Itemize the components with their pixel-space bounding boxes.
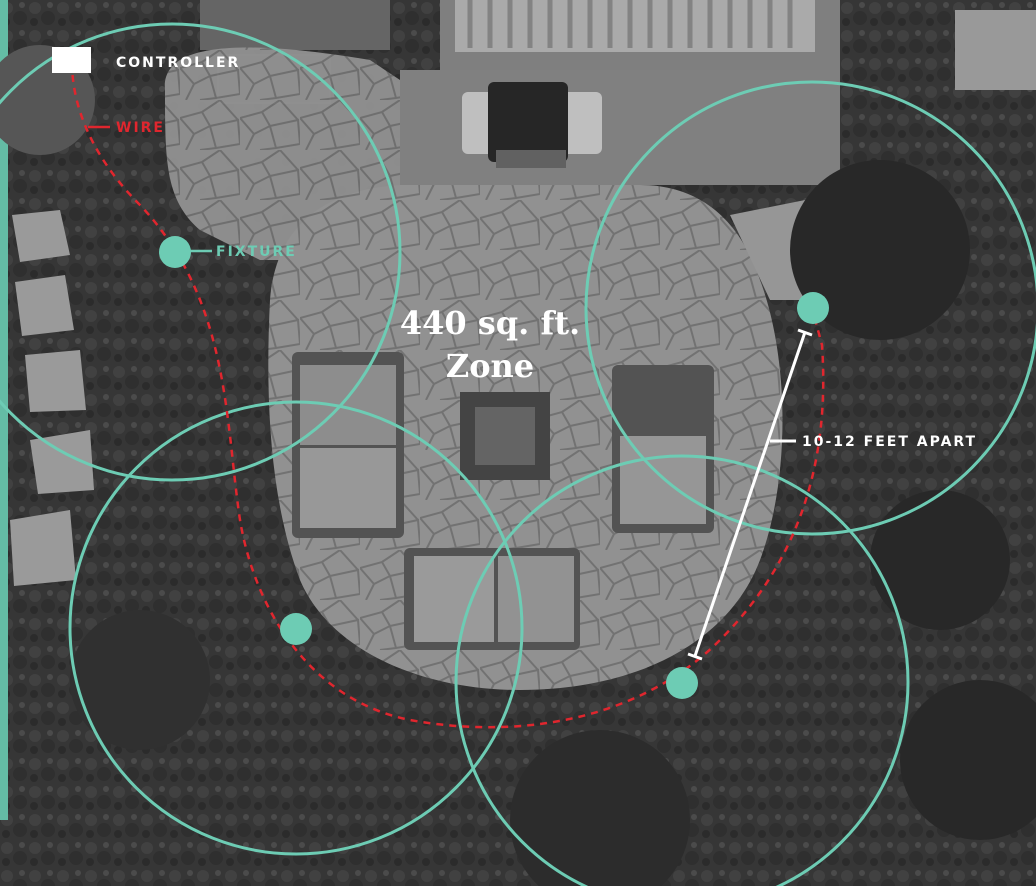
fixture-marker [666,667,698,699]
wire-path [70,61,825,729]
zone-title-line1: 440 sq. ft. [400,304,580,342]
fixture-marker [159,236,191,268]
spacing-label: 10-12 FEET APART [802,434,977,450]
fixture-marker [280,613,312,645]
house-corner [955,10,1036,90]
fixture-marker [797,292,829,324]
shrubs [0,45,1036,886]
controller-label: CONTROLLER [116,55,240,71]
zone-title-line2: Zone [446,347,534,385]
grill [462,82,602,168]
fixture-label: FIXTURE [216,244,297,260]
left-accent-bar [0,0,8,820]
house-wall [200,0,390,50]
controller-icon [52,47,91,73]
spacing-line [693,331,807,657]
coverage-circle [0,22,402,482]
wire-label: WIRE [116,120,165,136]
coverage-circle [68,400,524,856]
deck-railing [455,0,815,52]
fixture-coverage-circles [0,22,1036,886]
spacing-cap-top [797,328,813,337]
patio-furniture [292,352,714,650]
light-fixtures [159,236,829,699]
coverage-circle [584,80,1036,536]
stepping-stones [10,210,94,586]
coverage-circle [454,454,910,886]
spacing-cap-bottom [687,652,703,661]
spacing-indicator [687,328,813,661]
